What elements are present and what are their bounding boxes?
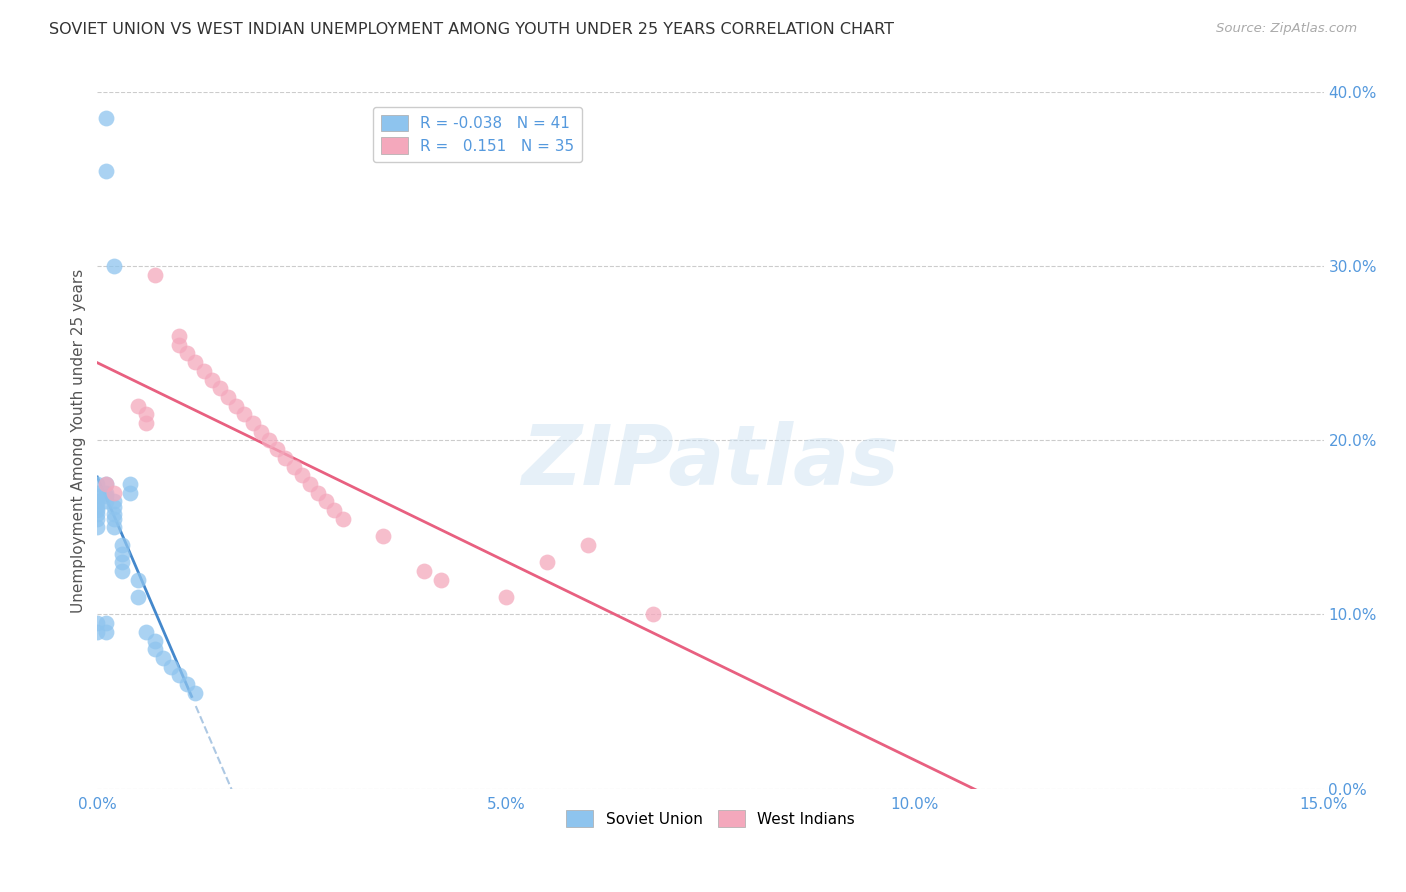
Point (127, 573, 149, 587)
Point (94, 624, 117, 639)
Point (111, 547, 134, 561)
Point (315, 494, 337, 508)
Point (86, 512, 108, 526)
Point (152, 651, 174, 665)
Point (135, 408, 157, 422)
Point (643, 607, 665, 622)
Point (167, 329, 190, 343)
Point (127, 590, 149, 604)
Point (103, 512, 125, 526)
Text: SOVIET UNION VS WEST INDIAN UNEMPLOYMENT AMONG YOUTH UNDER 25 YEARS CORRELATION : SOVIET UNION VS WEST INDIAN UNEMPLOYMENT… (49, 22, 894, 37)
Point (103, 260, 125, 274)
Point (127, 399, 149, 413)
Legend: Soviet Union, West Indians: Soviet Union, West Indians (560, 805, 862, 833)
Point (118, 477, 141, 491)
Point (332, 512, 354, 526)
Point (160, 659, 183, 673)
Point (94, 616, 117, 631)
Point (86, 489, 108, 503)
Point (193, 364, 215, 378)
Point (135, 416, 157, 430)
Point (283, 459, 305, 474)
Point (250, 425, 273, 439)
Point (111, 564, 134, 578)
Point (103, 507, 125, 521)
Point (176, 346, 198, 360)
Point (298, 477, 321, 491)
Point (291, 468, 314, 483)
Point (201, 372, 224, 386)
Point (94, 489, 117, 503)
Text: ZIPatlas: ZIPatlas (522, 421, 900, 502)
Point (94, 477, 117, 491)
Point (143, 633, 166, 648)
Point (86, 616, 108, 631)
Point (86, 520, 108, 534)
Point (111, 555, 134, 569)
Point (208, 381, 231, 395)
Point (576, 538, 599, 552)
Point (536, 555, 558, 569)
Point (242, 416, 264, 430)
Point (307, 485, 329, 500)
Point (184, 355, 207, 369)
Point (184, 686, 207, 700)
Point (86, 477, 108, 491)
Point (373, 529, 395, 543)
Point (167, 668, 190, 682)
Point (103, 494, 125, 508)
Point (86, 624, 108, 639)
Point (94, 485, 117, 500)
Point (94, 112, 117, 126)
Point (103, 520, 125, 534)
Point (217, 390, 239, 404)
Y-axis label: Unemployment Among Youth under 25 years: Unemployment Among Youth under 25 years (72, 268, 86, 613)
Point (103, 500, 125, 514)
Point (86, 503, 108, 517)
Point (94, 494, 117, 508)
Point (266, 442, 288, 457)
Point (94, 477, 117, 491)
Point (167, 337, 190, 351)
Point (103, 485, 125, 500)
Point (86, 494, 108, 508)
Point (176, 677, 198, 691)
Point (111, 538, 134, 552)
Point (86, 500, 108, 514)
Point (143, 268, 166, 282)
Point (323, 503, 346, 517)
Point (94, 163, 117, 178)
Point (413, 564, 436, 578)
Point (274, 450, 297, 465)
Point (135, 624, 157, 639)
Point (495, 590, 517, 604)
Point (143, 642, 166, 657)
Point (86, 507, 108, 521)
Point (86, 485, 108, 500)
Point (429, 573, 451, 587)
Point (118, 485, 141, 500)
Text: Source: ZipAtlas.com: Source: ZipAtlas.com (1216, 22, 1357, 36)
Point (257, 434, 280, 448)
Point (225, 399, 247, 413)
Point (233, 408, 256, 422)
